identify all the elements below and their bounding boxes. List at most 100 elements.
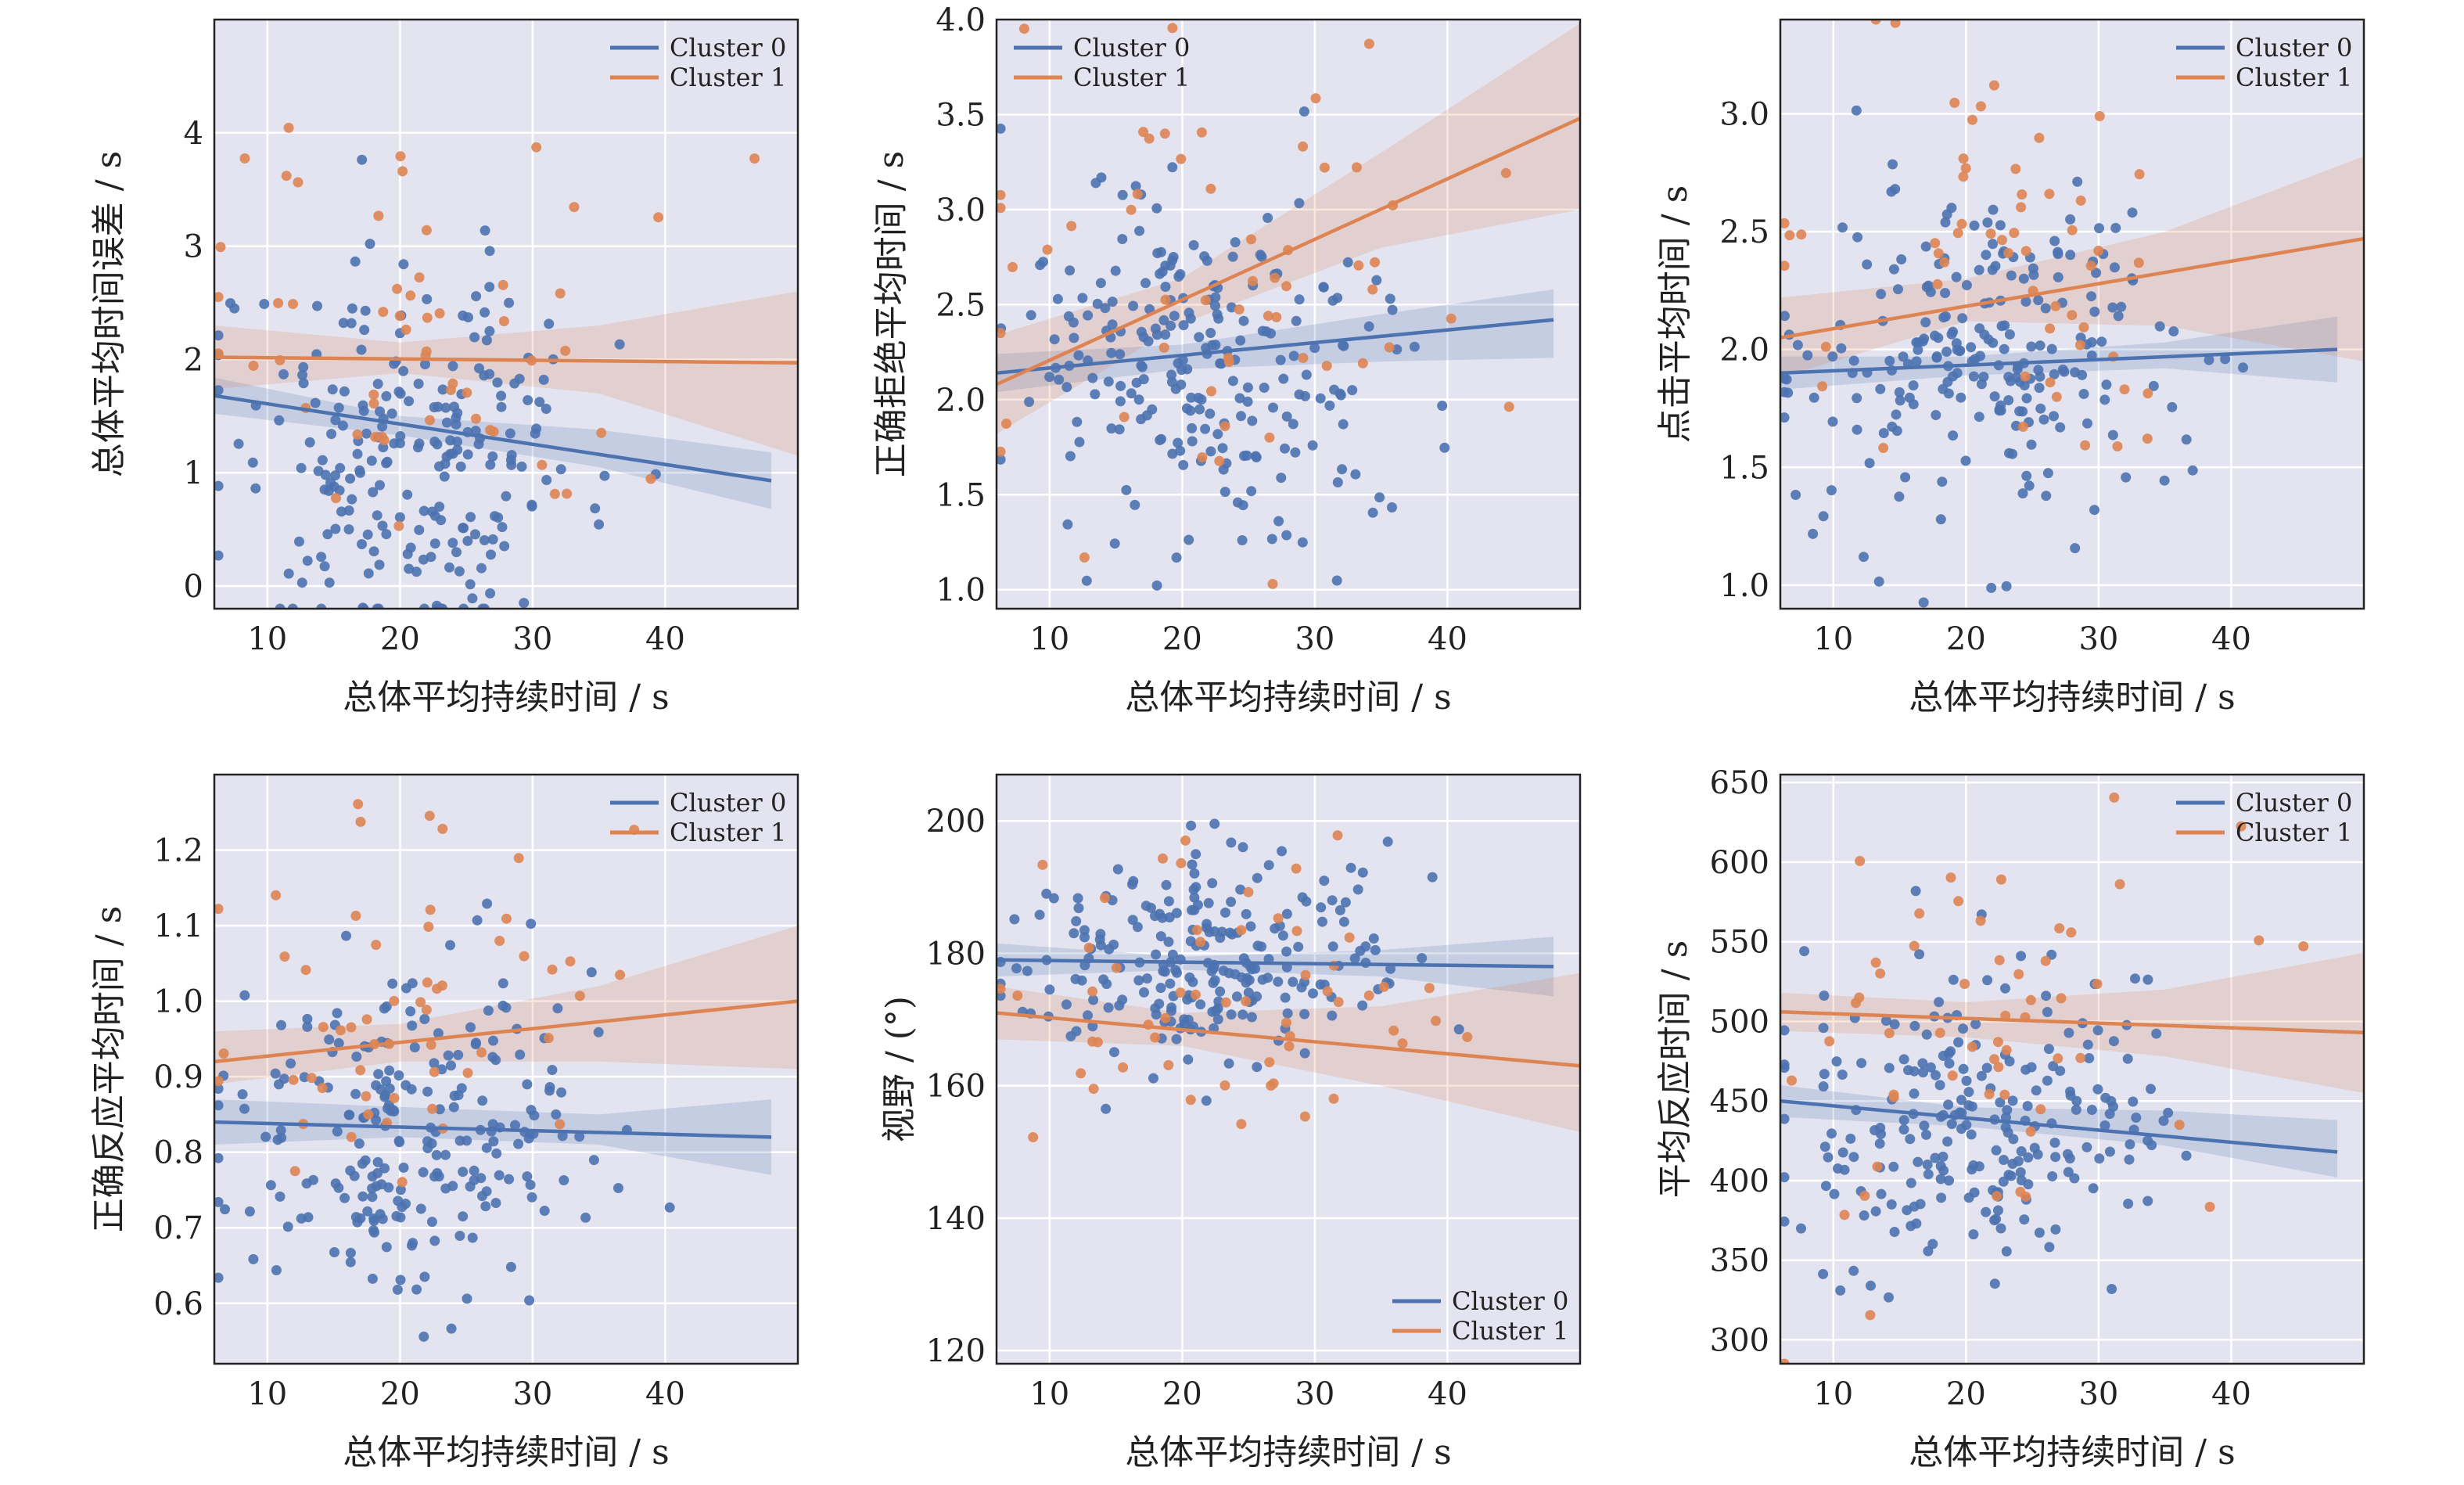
data-point: [2021, 470, 2032, 481]
data-point: [1189, 892, 1200, 903]
data-point: [1158, 342, 1169, 353]
data-point: [1294, 198, 1305, 209]
data-point: [458, 523, 469, 534]
data-point: [2075, 333, 2086, 343]
data-point: [1250, 963, 1261, 974]
data-point: [282, 1221, 293, 1232]
plot-frame: [995, 773, 1582, 1365]
data-point: [1160, 282, 1171, 292]
data-point: [1274, 920, 1285, 931]
data-point: [1845, 1133, 1856, 1144]
data-point: [2035, 403, 2046, 414]
data-point: [2017, 189, 2028, 200]
data-point: [2158, 1116, 2169, 1126]
data-point: [1909, 1020, 1920, 1031]
data-point: [543, 1033, 554, 1044]
data-point: [2028, 269, 2039, 280]
data-point: [522, 1171, 533, 1182]
data-point: [1780, 311, 1790, 322]
data-point: [414, 272, 425, 283]
data-point: [499, 541, 510, 552]
data-point: [506, 459, 517, 470]
data-point: [1142, 973, 1152, 984]
data-point: [474, 363, 484, 374]
data-point: [2053, 1053, 2064, 1064]
data-point: [1349, 953, 1360, 964]
data-point: [265, 1180, 276, 1191]
data-point: [300, 965, 311, 976]
data-point: [1940, 288, 1951, 298]
data-point: [1914, 908, 1925, 919]
data-point: [1227, 251, 1238, 262]
data-point: [214, 1076, 224, 1087]
fit-line-cluster-1: [1780, 236, 2364, 340]
fit-line-cluster-1: [214, 999, 798, 1064]
data-point: [362, 529, 373, 540]
data-point: [1181, 403, 1192, 414]
data-point: [1363, 38, 1374, 49]
data-point: [2071, 1095, 2082, 1106]
data-point: [1880, 1016, 1891, 1026]
x-tick-label: 40: [2211, 621, 2251, 657]
data-point: [449, 401, 459, 412]
data-point: [239, 990, 250, 1001]
data-point: [1213, 313, 1224, 324]
data-point: [1109, 538, 1120, 549]
data-point: [1191, 849, 1201, 860]
data-point: [425, 415, 435, 426]
data-point: [1818, 1023, 1829, 1034]
data-point: [2092, 1084, 2103, 1095]
legend-label: Cluster 1: [1452, 1316, 1568, 1346]
data-point: [494, 1170, 505, 1181]
data-point: [1264, 1057, 1275, 1068]
x-tick-label: 40: [645, 1376, 685, 1412]
data-point: [1848, 1265, 1859, 1276]
data-point: [1367, 284, 1378, 295]
data-point: [1041, 888, 1052, 899]
data-point: [432, 983, 442, 994]
data-point: [1235, 335, 1246, 346]
data-point: [479, 370, 490, 381]
data-point: [418, 1167, 429, 1178]
data-point: [1946, 329, 1957, 340]
data-point: [1909, 940, 1920, 951]
data-point: [1900, 472, 1911, 483]
data-point: [395, 431, 406, 441]
data-point: [422, 312, 433, 323]
data-point: [324, 1034, 335, 1045]
data-point: [1875, 383, 1886, 394]
data-point: [2133, 257, 2144, 268]
fit-line-cluster-0: [997, 318, 1554, 376]
data-point: [394, 311, 405, 322]
data-point: [426, 1217, 437, 1228]
data-point: [462, 1135, 472, 1146]
data-point: [2031, 1085, 2042, 1096]
legend-label: Cluster 1: [2236, 818, 2352, 847]
data-point: [1294, 294, 1305, 305]
data-point: [350, 1088, 361, 1099]
data-point: [505, 1261, 516, 1272]
data-point: [1299, 1048, 1310, 1059]
data-point: [1925, 1062, 1936, 1073]
data-point: [1201, 1095, 1212, 1106]
data-point: [1281, 411, 1292, 422]
data-point: [376, 1179, 387, 1190]
data-point: [1947, 1070, 1958, 1081]
data-point: [278, 369, 289, 379]
data-point: [594, 519, 605, 530]
data-point: [1165, 978, 1176, 989]
data-point: [1106, 423, 1117, 434]
data-point: [1852, 232, 1863, 243]
data-point: [477, 1095, 488, 1106]
data-point: [2254, 935, 2265, 946]
data-point: [2040, 955, 2051, 966]
data-point: [1910, 886, 1921, 897]
data-point: [1242, 382, 1253, 393]
scatter-panel-5: 10 20 30 40 300 350 400 450 500 550 600 650 总体平均持续时间…: [1655, 765, 2365, 1472]
data-point: [1226, 1009, 1237, 1020]
data-point: [2089, 306, 2100, 317]
data-point: [569, 202, 580, 213]
data-point: [1427, 872, 1438, 883]
x-tick-label: 40: [1428, 621, 1467, 657]
data-point: [1944, 1175, 1954, 1186]
